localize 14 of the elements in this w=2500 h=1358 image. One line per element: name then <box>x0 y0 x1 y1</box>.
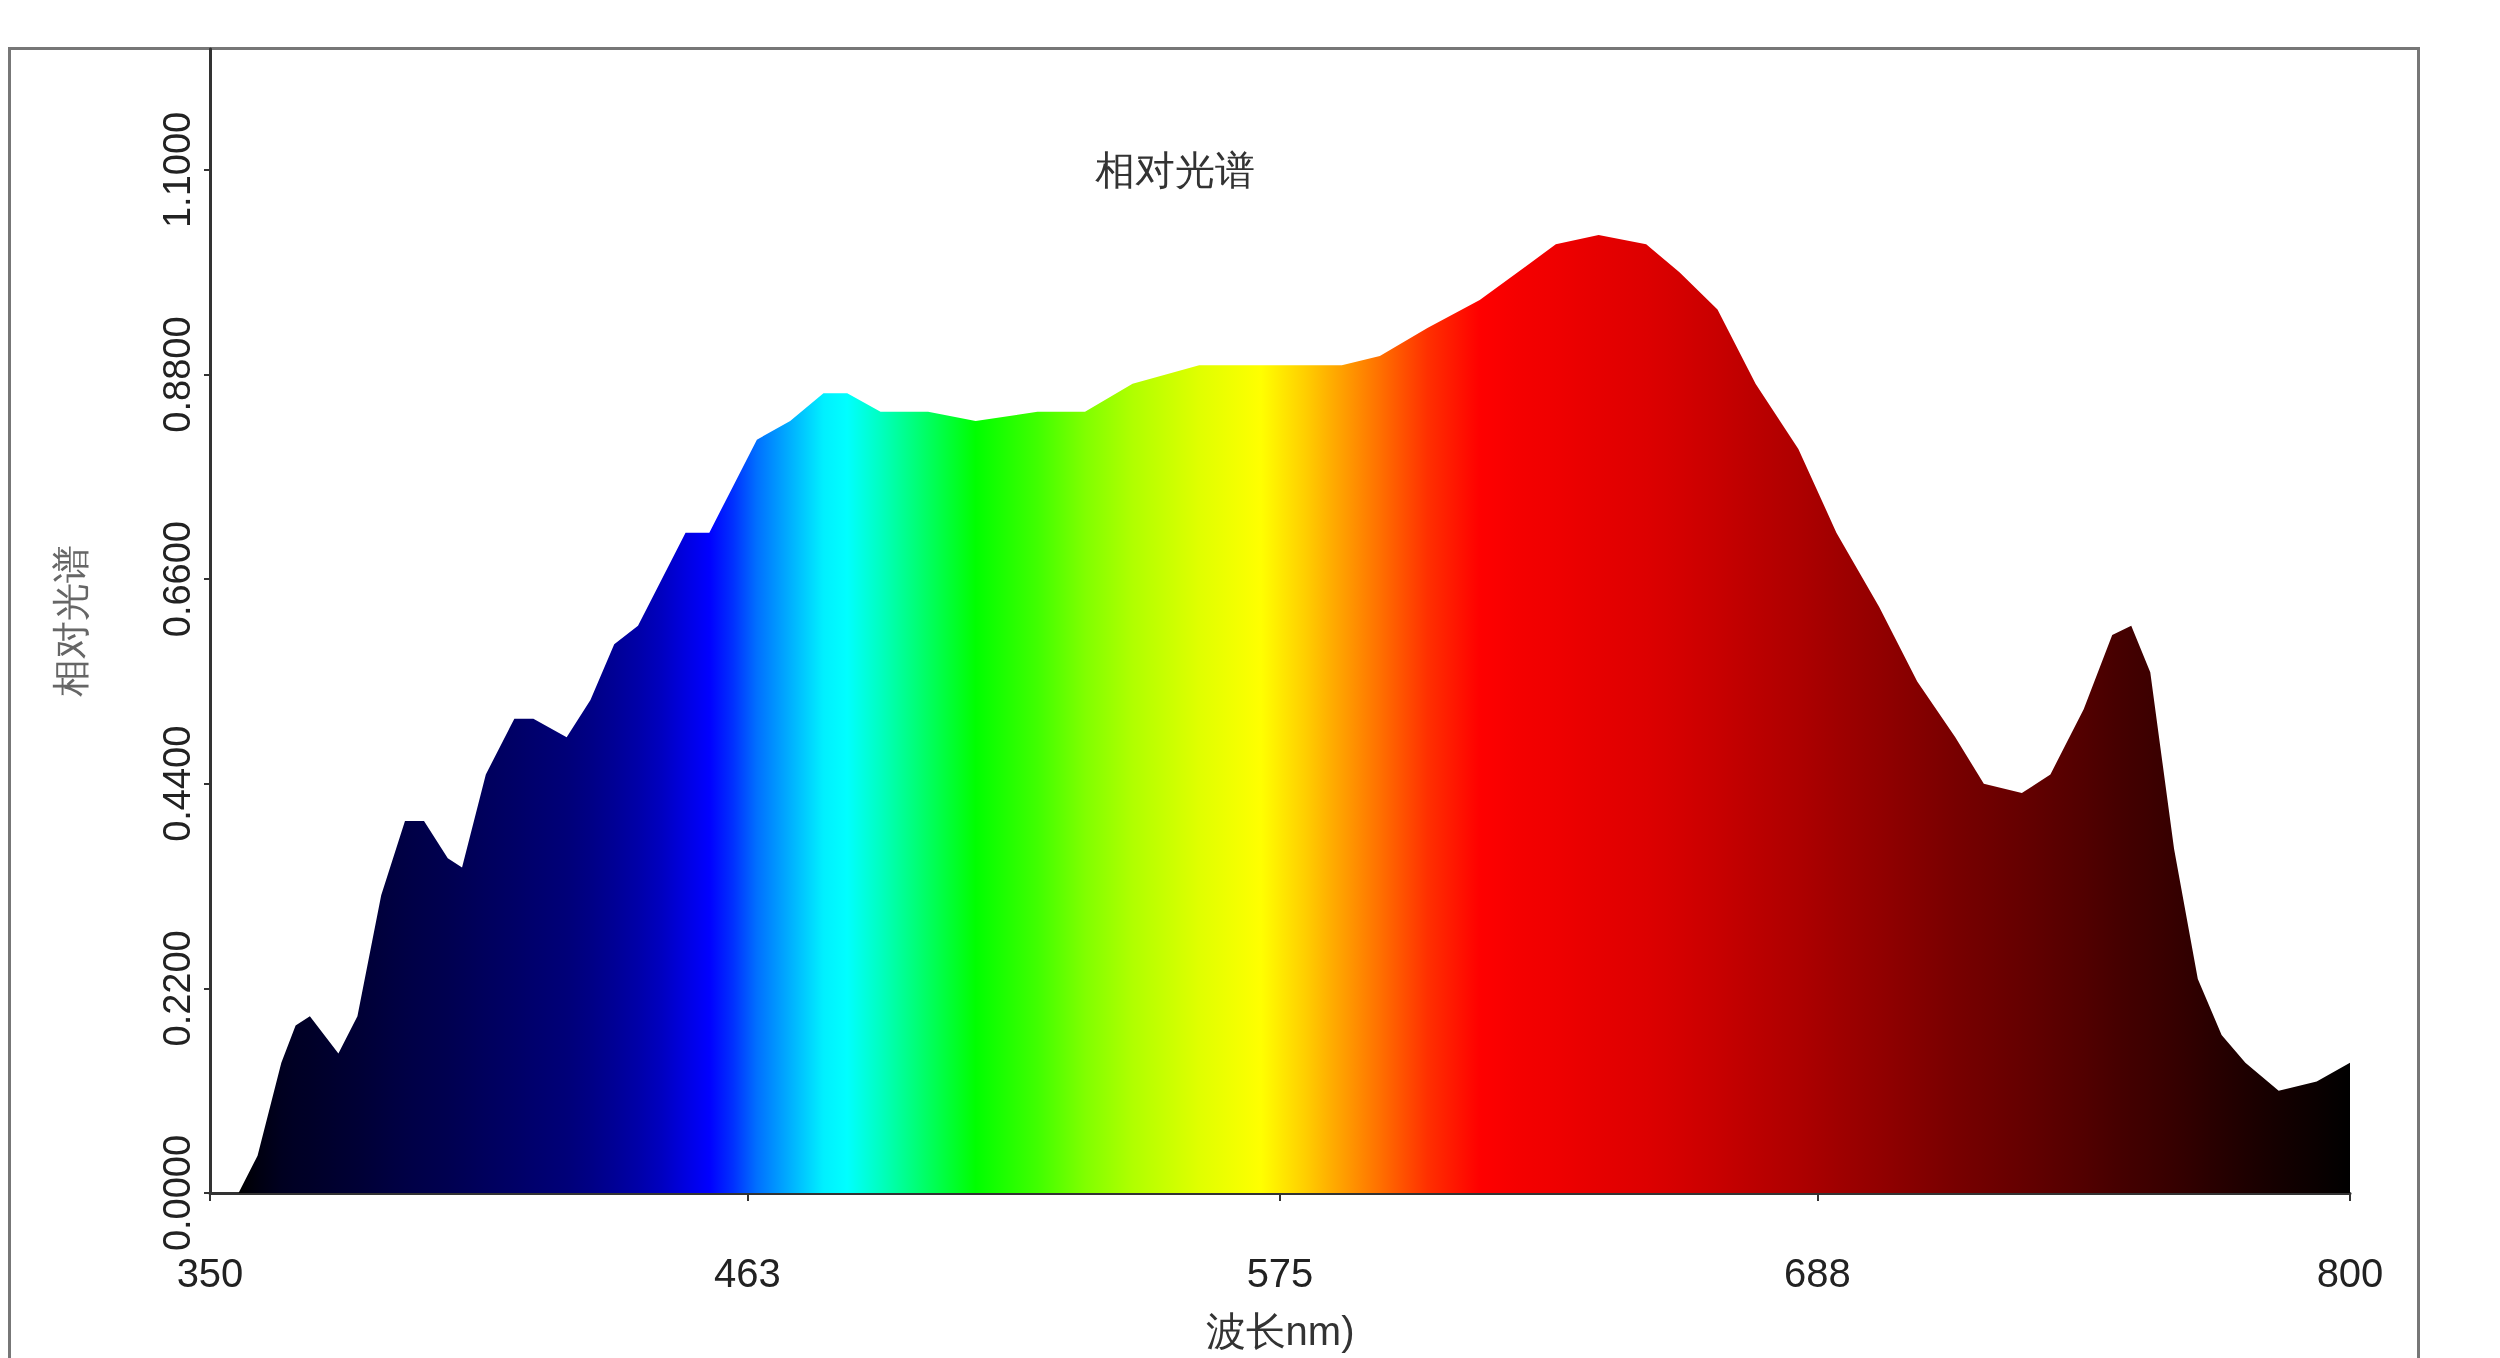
y-axis-title: 相对光谱 <box>50 545 92 697</box>
y-tick-label: 0.2200 <box>156 930 198 1047</box>
y-tick-label: 0.8800 <box>156 316 198 433</box>
x-tick-label: 800 <box>2316 1251 2384 1295</box>
y-tick-label: 0.6600 <box>156 521 198 638</box>
y-tick-label: 0.0000 <box>156 1134 198 1252</box>
text: 相对光谱 <box>1095 148 1255 192</box>
x-tick-label: 688 <box>1784 1251 1851 1295</box>
x-tick-label: 463 <box>714 1251 781 1295</box>
y-tick-label: 0.4400 <box>156 725 198 842</box>
y-tick-label: 1.1000 <box>156 111 198 229</box>
x-axis-title: 波长nm) <box>1205 1309 1355 1353</box>
x-tick-label: 350 <box>176 1251 244 1295</box>
x-tick-label: 575 <box>1246 1251 1314 1295</box>
